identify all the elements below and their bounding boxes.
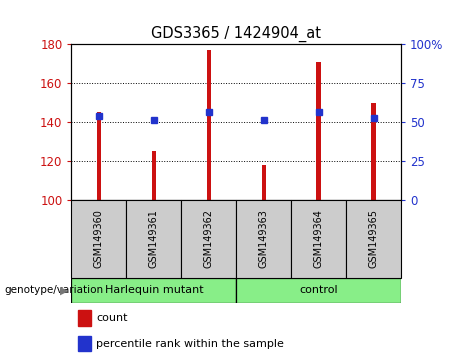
Bar (316, 62, 321, 200)
Text: Harlequin mutant: Harlequin mutant (105, 285, 203, 295)
Bar (78, 310, 91, 326)
Text: GSM149360: GSM149360 (94, 210, 104, 268)
Bar (71, 278, 236, 303)
Text: GSM149362: GSM149362 (204, 210, 214, 268)
Bar (207, 50, 211, 200)
Text: GSM149364: GSM149364 (313, 210, 324, 268)
Bar (152, 151, 156, 200)
Title: GDS3365 / 1424904_at: GDS3365 / 1424904_at (151, 25, 321, 41)
Text: GSM149361: GSM149361 (149, 210, 159, 268)
Bar (126, 200, 181, 278)
Text: genotype/variation: genotype/variation (5, 285, 104, 295)
Text: percentile rank within the sample: percentile rank within the sample (96, 339, 284, 349)
Bar (236, 200, 291, 278)
Text: GSM149363: GSM149363 (259, 210, 269, 268)
Bar (71, 200, 126, 278)
Text: GSM149365: GSM149365 (369, 210, 378, 268)
Bar (97, 112, 101, 200)
Bar (181, 200, 236, 278)
Text: count: count (96, 313, 128, 323)
Text: ▶: ▶ (60, 285, 69, 295)
Bar (78, 336, 91, 352)
Bar (372, 103, 376, 200)
Bar (236, 278, 401, 303)
Bar (346, 200, 401, 278)
Text: control: control (299, 285, 338, 295)
Bar (291, 200, 346, 278)
Bar (261, 165, 266, 200)
